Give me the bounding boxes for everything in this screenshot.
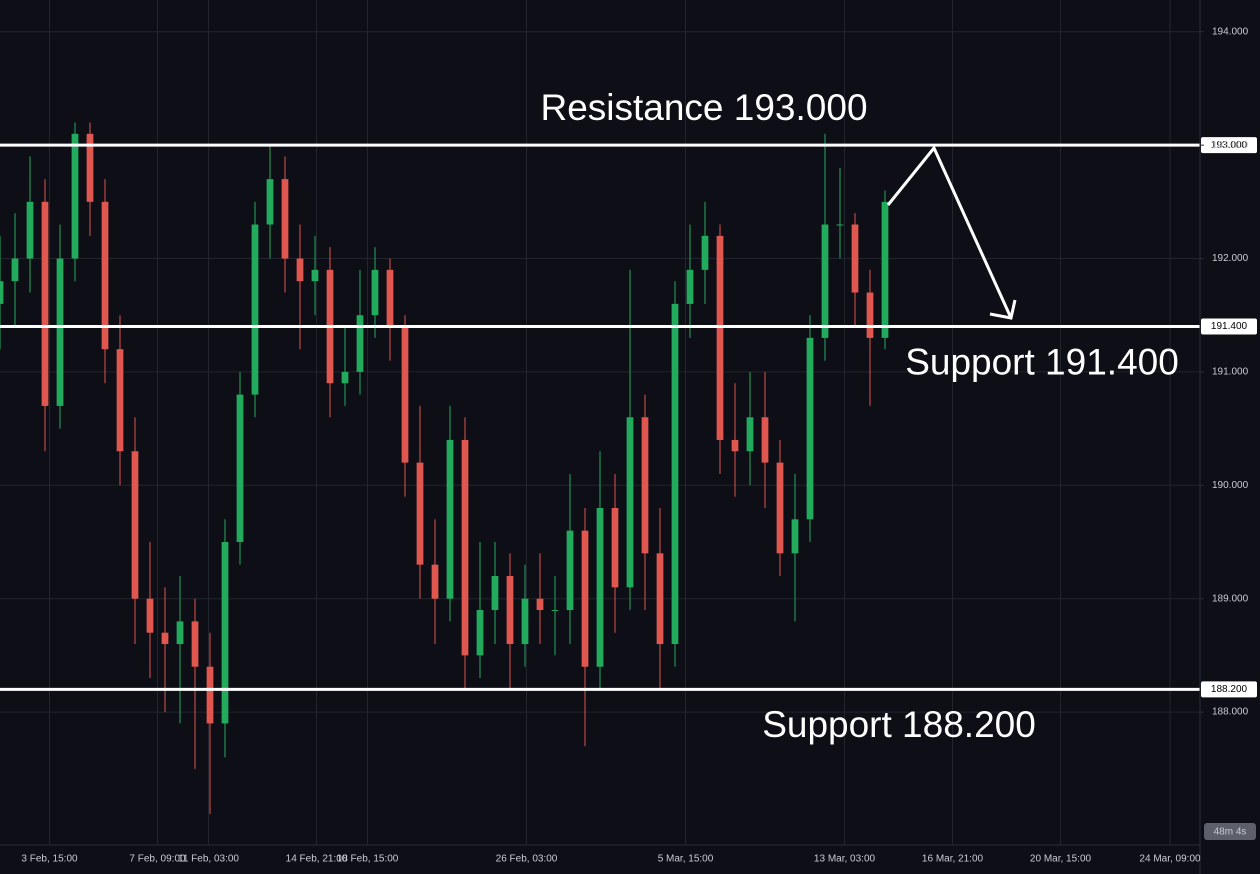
level-label-box [1201,681,1257,698]
candle-body [806,337,814,520]
candle-body [746,417,754,452]
candle-body [671,303,679,645]
candle-body [251,224,259,395]
level-label: 191.400 [1211,321,1248,332]
y-tick-label: 193.000 [1212,140,1249,151]
y-tick-label: 190.000 [1212,480,1249,491]
candle-body [506,576,514,645]
candle-body [131,451,139,599]
x-tick-label: 7 Feb, 09:00 [129,854,186,865]
levels: 193.000 Resistance 193.000 191.400 Support … [0,87,1257,745]
candle-body [611,507,619,588]
candle-body [206,666,214,724]
candle-body [521,598,529,645]
arrow-head [989,299,1017,320]
candle-body [461,439,469,656]
candle-body [221,541,229,724]
candle-body [311,269,319,282]
candle-body [176,621,184,645]
candle-body [491,576,499,611]
candle-body [41,201,49,406]
candle-body [836,224,844,226]
candle-body [551,610,559,612]
x-tick-label: 11 Feb, 03:00 [178,854,239,865]
candle-body [881,201,889,338]
candle-body [626,417,634,588]
candle-body [296,258,304,282]
candle-body [11,258,19,282]
candle-body [191,621,199,667]
candle-body [701,235,709,270]
candle-body [56,258,64,406]
candle-body [401,326,409,463]
x-tick-label: 26 Feb, 03:00 [496,854,558,865]
candle-body [281,179,289,259]
x-tick-label: 13 Mar, 03:00 [814,854,876,865]
y-tick-label: 191.000 [1212,367,1249,378]
candle-body [116,349,124,452]
x-tick-label: 20 Mar, 15:00 [1030,854,1092,865]
x-tick-label: 14 Feb, 21:00 [286,854,348,865]
candle-body [431,564,439,599]
candle-body [731,439,739,452]
candle-body [536,598,544,611]
candle-body [101,201,109,350]
candle-body [581,530,589,667]
x-tick-label: 24 Mar, 09:00 [1139,854,1201,865]
candle-body [641,417,649,554]
x-tick-label: 5 Mar, 15:00 [658,854,714,865]
candle-body [776,462,784,554]
y-tick-label: 188.000 [1212,707,1249,718]
x-tick-label: 3 Feb, 15:00 [21,854,78,865]
candle-body [416,462,424,565]
candle-body [851,224,859,293]
y-tick-label: 189.000 [1212,593,1249,604]
candle-body [866,292,874,338]
candle-body [371,269,379,316]
level-label-box [1201,137,1257,154]
candle-body [566,530,574,611]
candle-body [791,519,799,554]
candle-body [596,507,604,667]
candle-body [71,133,79,259]
level-annotation: Support 191.400 [905,341,1179,382]
y-tick-label: 192.000 [1212,253,1249,264]
level-label-box [1201,318,1257,335]
level-label: 193.000 [1211,140,1248,151]
projection-arrow [886,145,1017,320]
countdown: 48m 4s [1214,827,1247,838]
candle-body [161,632,169,645]
candle-body [236,394,244,542]
arrow-path [886,145,1013,319]
candle-body [26,201,34,259]
candle-body [341,371,349,384]
candle-body [476,610,484,656]
y-tick-label: 194.000 [1212,26,1249,37]
candle-body [686,269,694,304]
candle-body [86,133,94,202]
level-annotation: Support 188.200 [762,704,1036,745]
candle-body [266,179,274,225]
countdown-box [1204,823,1256,840]
level-annotation: Resistance 193.000 [540,87,867,128]
x-tick-label: 18 Feb, 15:00 [337,854,399,865]
candle-body [761,417,769,463]
candle-body [716,235,724,440]
candle-body [146,598,154,633]
candle-body [446,439,454,599]
candle-body [821,224,829,338]
candle-body [386,269,394,327]
candle-body [0,281,4,304]
candle-body [356,315,364,372]
x-tick-label: 16 Mar, 21:00 [922,854,984,865]
candle-body [656,553,664,645]
level-label: 188.200 [1211,684,1248,695]
